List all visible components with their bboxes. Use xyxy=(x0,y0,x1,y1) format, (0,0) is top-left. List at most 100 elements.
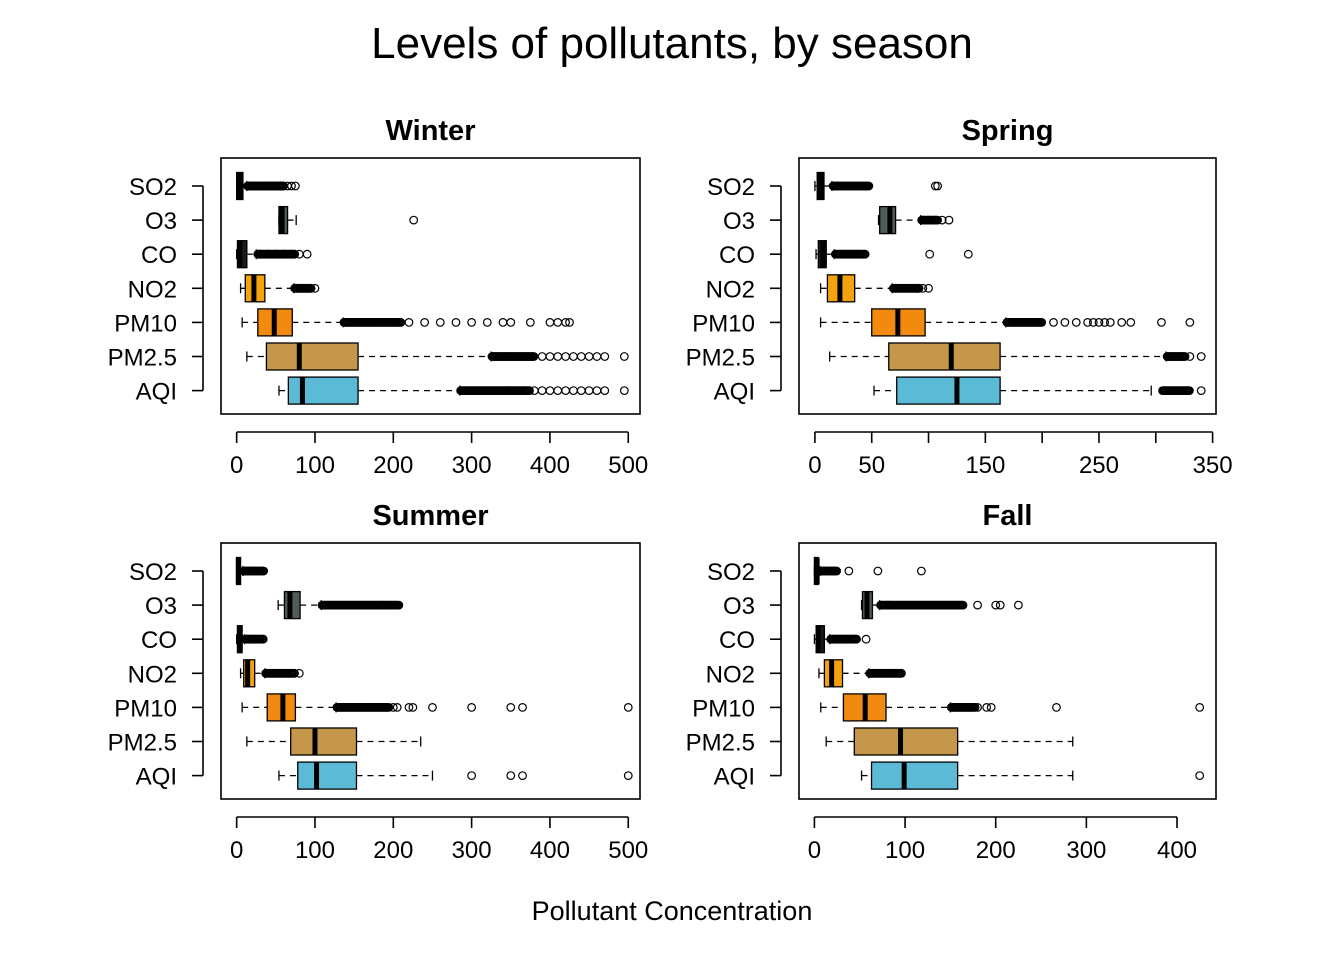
outlier-point xyxy=(1049,318,1058,327)
panel-summer: Summer 0 100 200 300 400 500 SO2 O3 CO NO2 PM10 PM2.… xyxy=(108,500,649,864)
panel-title: Summer xyxy=(372,500,488,532)
outlier-point xyxy=(937,215,947,225)
outlier-point xyxy=(933,181,943,191)
outlier-point xyxy=(392,703,402,712)
y-tick-label: AQI xyxy=(714,379,755,406)
y-tick-label: O3 xyxy=(145,208,177,235)
outlier-point xyxy=(394,600,404,610)
box-aqi: AQI xyxy=(714,376,1206,406)
y-tick-label: PM10 xyxy=(692,310,755,337)
y-tick-label: AQI xyxy=(714,764,755,791)
outlier-point xyxy=(1060,318,1070,327)
box-pm10: PM10 xyxy=(692,308,1195,337)
panel-fall: Fall 0 100 200 300 400 SO2 O3 CO NO2 PM10 PM2.5 AQI xyxy=(686,500,1217,864)
outlier-point xyxy=(467,318,477,327)
outlier-point xyxy=(986,703,996,712)
outlier-point xyxy=(569,386,578,396)
x-tick-label: 100 xyxy=(885,837,925,864)
outlier-point xyxy=(287,181,296,191)
outlier-point xyxy=(973,600,982,610)
outlier-point xyxy=(933,215,942,225)
outlier-point xyxy=(973,703,982,712)
y-tick-label: CO xyxy=(141,242,177,269)
outlier-point xyxy=(1126,318,1136,327)
x-tick-label: 200 xyxy=(976,837,1016,864)
box-pm10: PM10 xyxy=(114,308,574,337)
outlier-point xyxy=(561,386,570,396)
plot-frame xyxy=(798,157,1217,415)
outlier-point xyxy=(409,215,419,225)
outlier-point xyxy=(592,386,602,396)
outlier-point xyxy=(1185,318,1195,327)
outlier-point xyxy=(991,600,1001,610)
plot-frame xyxy=(798,542,1217,800)
y-tick-label: O3 xyxy=(723,208,755,235)
box-so2: SO2 xyxy=(707,556,926,586)
outlier-point xyxy=(860,249,870,259)
y-tick-label: O3 xyxy=(723,593,755,620)
outlier-point xyxy=(592,352,602,361)
x-tick-label: 200 xyxy=(373,837,413,864)
outlier-point xyxy=(258,634,268,644)
outlier-point xyxy=(545,318,555,327)
outlier-point xyxy=(506,318,516,327)
x-tick-label: 0 xyxy=(230,452,243,479)
outlier-point xyxy=(912,283,922,293)
outlier-point xyxy=(844,566,854,576)
panel-spring: Spring 0 50 150 250 350 SO2 O3 CO NO2 PM10 PM2.5 AQI xyxy=(686,115,1233,479)
outlier-point xyxy=(1088,318,1098,327)
x-tick-label: 50 xyxy=(858,452,885,479)
outlier-point xyxy=(298,283,307,293)
box-aqi: AQI xyxy=(136,376,629,406)
x-tick-label: 100 xyxy=(295,837,335,864)
outlier-point xyxy=(293,283,303,293)
outlier-point xyxy=(302,249,312,259)
outlier-point xyxy=(518,703,527,712)
y-tick-label: CO xyxy=(719,242,755,269)
y-tick-label: PM2.5 xyxy=(686,345,755,372)
outlier-point xyxy=(1180,352,1190,361)
outlier-point xyxy=(408,703,418,712)
x-tick-label: 300 xyxy=(1066,837,1106,864)
outlier-point xyxy=(1196,352,1206,361)
y-tick-label: NO2 xyxy=(128,276,177,303)
outlier-point xyxy=(1037,318,1047,327)
outlier-point xyxy=(1196,386,1206,396)
box-pm10: PM10 xyxy=(692,693,1205,722)
outlier-point xyxy=(1105,318,1115,327)
outlier-point xyxy=(428,703,437,712)
outlier-point xyxy=(852,634,861,644)
outlier-point xyxy=(384,703,394,712)
outlier-point xyxy=(553,386,563,396)
box-co: CO xyxy=(719,625,871,654)
outlier-point xyxy=(1185,386,1194,396)
outlier-point xyxy=(995,600,1005,610)
outlier-point xyxy=(1071,318,1081,327)
y-tick-label: SO2 xyxy=(129,174,177,201)
box-pm25: PM2.5 xyxy=(108,342,629,372)
y-tick-label: NO2 xyxy=(706,276,755,303)
outlier-point xyxy=(958,600,968,610)
box-no2: NO2 xyxy=(706,274,933,303)
outlier-point xyxy=(1195,703,1205,712)
outlier-point xyxy=(1157,318,1166,327)
outlier-point xyxy=(294,668,304,678)
outlier-point xyxy=(290,668,299,678)
chart-title: Levels of pollutants, by season xyxy=(371,19,973,68)
outlier-point xyxy=(1100,318,1110,327)
outlier-point xyxy=(537,386,547,396)
x-tick-label: 0 xyxy=(230,837,243,864)
outlier-point xyxy=(584,386,594,396)
outlier-point xyxy=(537,352,547,361)
box-aqi: AQI xyxy=(136,761,633,791)
box-aqi: AQI xyxy=(714,761,1205,791)
outlier-point xyxy=(600,386,610,396)
outlier-point xyxy=(982,703,992,712)
outlier-point xyxy=(506,771,516,780)
x-tick-label: 200 xyxy=(373,452,413,479)
outlier-point xyxy=(310,283,320,293)
outlier-point xyxy=(569,352,578,361)
iqr-box xyxy=(297,761,358,790)
iqr-box xyxy=(870,761,959,790)
box-pm25: PM2.5 xyxy=(686,727,1074,757)
